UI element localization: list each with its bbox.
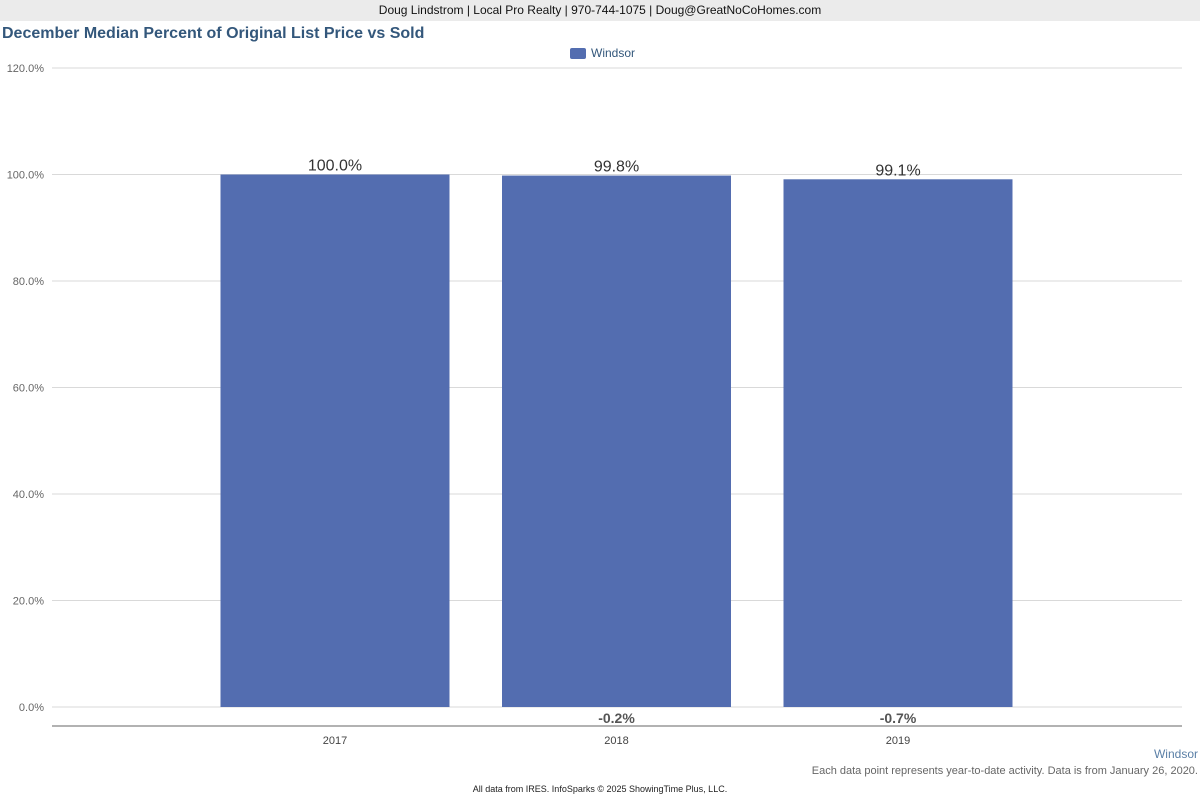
y-tick-label: 100.0% (7, 170, 45, 182)
bar (220, 174, 450, 707)
legend-swatch (570, 47, 586, 59)
x-tick-label: 2018 (604, 735, 628, 747)
data-note: Each data point represents year-to-date … (811, 765, 1198, 777)
legend-label: Windsor (591, 46, 636, 60)
bar (502, 175, 731, 707)
data-label: 100.0% (308, 158, 362, 175)
contact-info: Doug Lindstrom | Local Pro Realty | 970-… (378, 3, 822, 17)
y-tick-label: 80.0% (13, 276, 44, 288)
legend[interactable]: Windsor (570, 46, 635, 60)
change-label: -0.2% (598, 710, 635, 726)
x-tick-label: 2019 (886, 735, 910, 747)
chart-title: December Median Percent of Original List… (2, 25, 425, 42)
bar (783, 179, 1013, 708)
y-tick-label: 60.0% (13, 383, 44, 395)
y-tick-label: 120.0% (7, 63, 45, 75)
footer-credit: All data from IRES. InfoSparks © 2025 Sh… (472, 784, 728, 794)
y-tick-label: 20.0% (13, 596, 44, 608)
y-tick-label: 40.0% (13, 489, 44, 501)
header-bar: Doug Lindstrom | Local Pro Realty | 970-… (0, 0, 1200, 21)
y-tick-label: 0.0% (19, 702, 44, 714)
x-tick-label: 2017 (323, 735, 347, 747)
data-label: 99.8% (594, 159, 639, 176)
data-label: 99.1% (875, 162, 920, 179)
series-corner-label: Windsor (1153, 747, 1198, 761)
change-label: -0.7% (880, 710, 917, 726)
